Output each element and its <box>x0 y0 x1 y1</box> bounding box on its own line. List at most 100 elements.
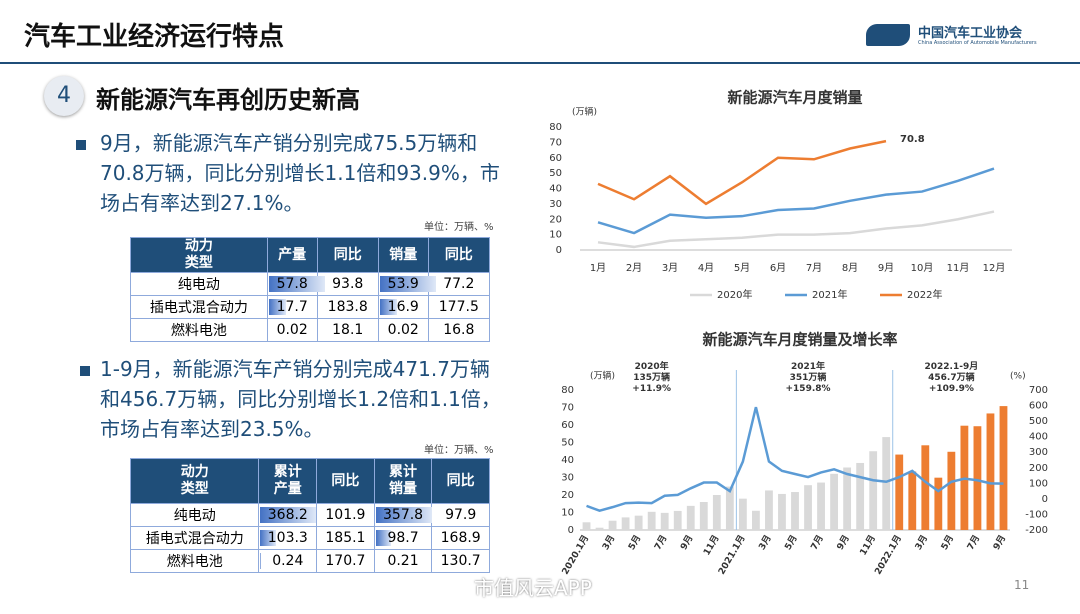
table: 动力类型 累计产量 同比 累计销量 同比 纯电动 368.2 101.9 357.8 97.9 插电… <box>129 458 490 573</box>
header-cell: 同比 <box>316 237 379 273</box>
annotation-line: 456.7万辆 <box>928 371 974 383</box>
annotation-line: +11.9% <box>632 384 671 394</box>
bar <box>869 451 878 530</box>
x-tick-label: 7月 <box>652 533 669 552</box>
cell-text: 0.02 <box>387 322 419 338</box>
y-tick-label: 40 <box>549 184 562 195</box>
table-cell: 368.2 <box>258 503 318 527</box>
bar <box>817 482 825 530</box>
header-text: 动力类型 <box>180 464 209 497</box>
line <box>597 167 995 235</box>
y-tick-label: -200 <box>1025 525 1048 536</box>
cell-text: 16.9 <box>387 299 419 315</box>
line <box>597 139 887 206</box>
x-tick-label: 3月 <box>913 533 930 552</box>
bar <box>778 493 786 530</box>
cell-text: 101.9 <box>325 507 366 523</box>
x-tick-label: 2020.1月 <box>560 533 591 576</box>
y-tick-label: 0 <box>1042 494 1048 505</box>
annotation: 2021年 351万辆+159.8% <box>786 360 831 394</box>
bar <box>595 527 604 530</box>
y-tick-label: -100 <box>1025 509 1048 520</box>
logo-text: 中国汽车工业协会 <box>918 26 1023 41</box>
x-tick-label: 2月 <box>626 262 642 274</box>
annotation: 2020年 135万辆+11.9% <box>632 360 671 394</box>
bar <box>804 485 812 530</box>
annotation-line: 351万辆 <box>790 371 827 383</box>
line <box>586 406 1004 513</box>
table-cell: 103.3 <box>258 526 318 550</box>
x-tick-label: 11月 <box>701 533 721 557</box>
bar <box>895 454 904 530</box>
y-tick-label: 50 <box>549 168 562 179</box>
table-row: 纯电动 368.2 101.9 357.8 97.9 <box>129 503 490 527</box>
x-tick-label: 3月 <box>600 533 617 552</box>
bar <box>660 512 669 530</box>
cell-text: 97.9 <box>445 507 477 523</box>
bar <box>712 495 721 530</box>
table-cell: 燃料电池 <box>129 549 260 573</box>
table-cell: 0.21 <box>373 549 433 573</box>
bullet-marker <box>76 140 86 150</box>
table-cell: 18.1 <box>316 318 379 342</box>
cell-text: 103.3 <box>267 530 308 546</box>
annotation: 70.8 <box>900 134 925 145</box>
table-cell: 纯电动 <box>129 503 260 527</box>
x-tick-label: 7月 <box>809 533 826 552</box>
table-cell: 纯电动 <box>130 272 268 296</box>
y-tick-label: 50 <box>561 438 574 449</box>
cell-text: 357.8 <box>383 507 424 523</box>
y-axis-label: (万辆) <box>590 370 615 382</box>
y-tick-label: 10 <box>561 508 574 519</box>
y-tick-label: 100 <box>1029 478 1048 489</box>
y-tick-label: 60 <box>549 153 562 164</box>
x-tick-label: 7月 <box>965 533 982 552</box>
annotation-line: 2021年 <box>791 360 825 372</box>
bullet-text: 9月，新能源汽车产销分别完成75.5万辆和70.8万辆，同比分别增长1.1倍和9… <box>100 131 500 215</box>
x-tick-label: 5月 <box>734 262 750 274</box>
x-tick-label: 9月 <box>878 262 894 274</box>
table-cell: 17.7 <box>266 295 318 319</box>
bar <box>908 471 917 530</box>
y-tick-label: 300 <box>1029 447 1048 458</box>
cell-text: 368.2 <box>267 507 308 523</box>
table-row: 插电式混合动力 17.7 183.8 16.9 177.5 <box>130 295 491 319</box>
header-text: 同比 <box>331 472 360 489</box>
legend-label: 2022年 <box>907 288 942 301</box>
annotation-line: 135万辆 <box>633 371 670 383</box>
cell-text: 185.1 <box>325 530 366 546</box>
y-tick-label: 80 <box>561 385 574 396</box>
bar <box>882 437 891 530</box>
data-bar <box>260 530 277 546</box>
data-bar <box>260 507 317 523</box>
chart-title: 新能源汽车月度销量及增长率 <box>702 331 897 349</box>
header-cell: 同比 <box>427 237 491 273</box>
x-tick-label: 10月 <box>911 262 934 274</box>
table-cell: 177.5 <box>427 295 491 319</box>
page-number: 11 <box>1014 578 1030 592</box>
table-cell: 98.7 <box>373 526 433 550</box>
cell-text: 183.8 <box>327 299 368 315</box>
table-cell: 97.9 <box>431 503 490 527</box>
x-tick-label: 5月 <box>626 533 643 552</box>
x-tick-label: 12月 <box>983 262 1006 274</box>
header-row: 动力类型 产量 同比 销量 同比 <box>130 237 491 273</box>
header-text: 动力类型 <box>184 238 213 271</box>
data-bar <box>375 507 432 523</box>
watermark: 市值风云APP <box>474 576 592 600</box>
bar <box>921 445 930 530</box>
table-cell: 燃料电池 <box>130 318 268 342</box>
header-text: 累计销量 <box>389 464 418 497</box>
y-tick-label: 0 <box>568 525 574 536</box>
cell-text: 170.7 <box>325 553 366 569</box>
y-tick-label: 60 <box>561 420 574 431</box>
bar <box>582 522 591 530</box>
y-tick-label: 10 <box>549 230 562 241</box>
section-title: 新能源汽车再创历史新高 <box>96 86 360 114</box>
table: 动力类型 产量 同比 销量 同比 纯电动 57.8 93.8 53.9 77.2 插电式混合动力 17… <box>130 237 491 342</box>
y-tick-label: 80 <box>549 122 562 133</box>
table-cell: 130.7 <box>431 549 490 573</box>
cell-text: 0.02 <box>276 322 308 338</box>
header-cell: 销量 <box>377 237 429 273</box>
